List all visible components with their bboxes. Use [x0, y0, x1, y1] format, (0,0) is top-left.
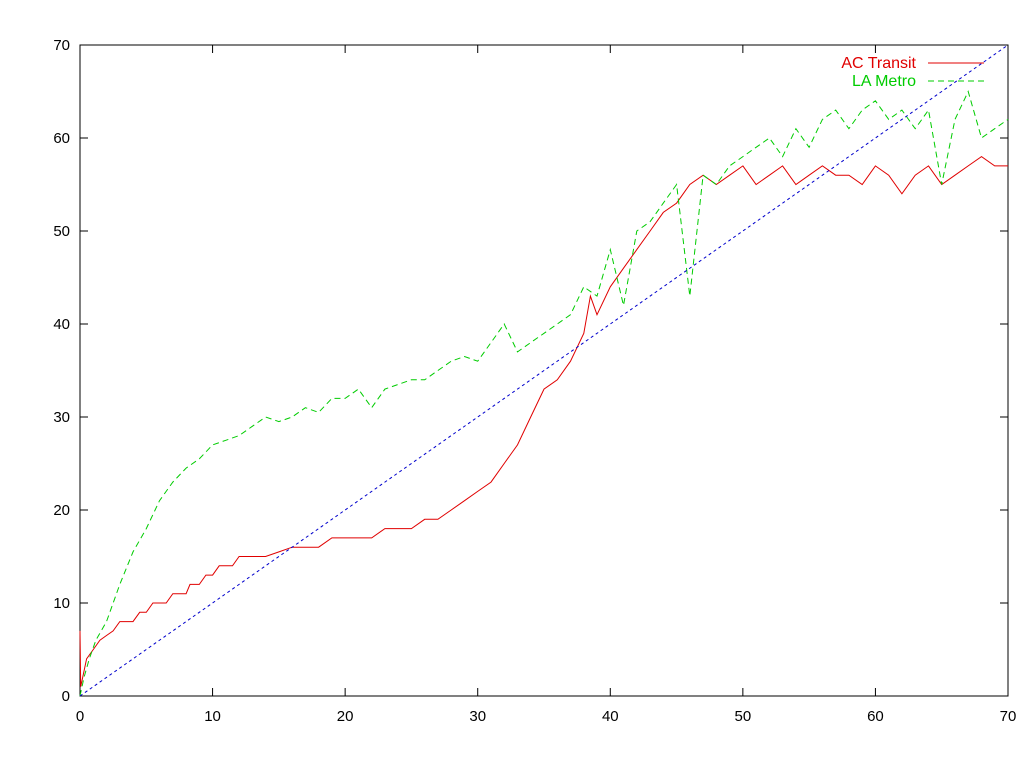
y-tick-label: 30 [53, 409, 70, 426]
y-tick-label: 0 [62, 688, 70, 705]
plot-frame [79, 44, 1009, 697]
x-tick-label: 40 [602, 708, 619, 725]
x-tick-label: 0 [76, 708, 84, 725]
series-la-metro [79, 90, 1009, 697]
y-tick-label: 70 [53, 37, 70, 54]
y-tick-label: 40 [53, 316, 70, 333]
series-ac-transit [79, 155, 1008, 687]
x-tick-label: 60 [867, 708, 884, 725]
x-tick-label: 50 [735, 708, 752, 725]
legend-label: LA Metro [852, 73, 916, 90]
x-tick-label: 70 [1000, 708, 1017, 725]
y-tick-label: 50 [53, 223, 70, 240]
series-layer [79, 44, 1009, 697]
legend-label: AC Transit [841, 55, 916, 72]
series-reference-line [79, 44, 1009, 697]
y-tick-label: 20 [53, 502, 70, 519]
x-tick-label: 20 [337, 708, 354, 725]
y-axis: 0 10 20 30 40 50 60 70 [53, 37, 1008, 705]
y-tick-label: 10 [53, 595, 70, 612]
plot-area [79, 44, 1009, 697]
y-tick-label: 60 [53, 130, 70, 147]
x-tick-label: 30 [469, 708, 486, 725]
x-axis: 0 10 20 30 40 50 60 70 [76, 45, 1017, 725]
x-tick-label: 10 [204, 708, 221, 725]
